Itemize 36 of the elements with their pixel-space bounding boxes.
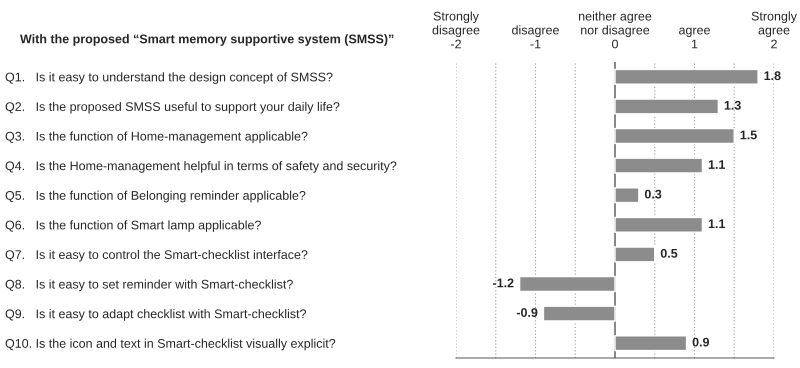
text: With the proposed “Smart memory supportive system (SMSS)” [20, 34, 394, 46]
bar [542, 306, 616, 322]
bar [614, 158, 704, 174]
y-tick-label: Q1. Is it easy to understand the design concept of SMSS? [6, 72, 333, 84]
y-tick-label: Q2. Is the proposed SMSS useful to support your daily life? [6, 102, 340, 114]
data-label: 0.5 [660, 248, 678, 258]
data-label: 0.9 [692, 338, 710, 347]
bar [614, 98, 720, 114]
data-label: 1.5 [740, 130, 757, 140]
y-tick-label: Q9. Is it easy to adapt checklist with Smart-checklist? [6, 309, 306, 321]
data-label: -0.9 [516, 308, 538, 317]
y-tick-label: Q10. Is the icon and text in Smart-checklist visually explicit? [6, 338, 336, 350]
y-tick-label: Q3. Is the function of Home-management applicable? [6, 131, 308, 144]
data-label: 1.8 [764, 71, 781, 80]
y-tick-label: Q7. Is it easy to control the Smart-checklist interface? [6, 250, 308, 262]
bar [614, 216, 704, 233]
x-tick-label: Strongly agree 2 [752, 11, 797, 48]
bar [614, 128, 735, 144]
bar [614, 246, 656, 262]
x-tick-label: neither agree nor disagree 0 [579, 11, 652, 48]
data-label: 1.1 [708, 219, 726, 228]
y-tick-label: Q8. Is it easy to set reminder with Smart-checklist? [6, 279, 293, 292]
data-label: 1.3 [724, 100, 741, 110]
bar [614, 187, 640, 204]
y-tick-label: Q5. Is the function of Belonging reminder applicable? [6, 190, 306, 202]
x-tick-label: agree 1 [679, 28, 710, 48]
bar [614, 335, 688, 352]
y-tick-label: Q6. Is the function of Smart lamp applicable? [6, 220, 261, 232]
data-label: 1.1 [708, 160, 726, 169]
x-tick-label: Strongly disagree -2 [432, 11, 480, 48]
bar [614, 68, 759, 85]
bar [518, 276, 616, 292]
data-label: -1.2 [492, 278, 514, 288]
data-label: 0.3 [644, 190, 662, 199]
x-tick-label: disagree -1 [512, 25, 559, 48]
y-tick-label: Q4. Is the Home-management helpful in terms of safety and security? [6, 161, 396, 173]
